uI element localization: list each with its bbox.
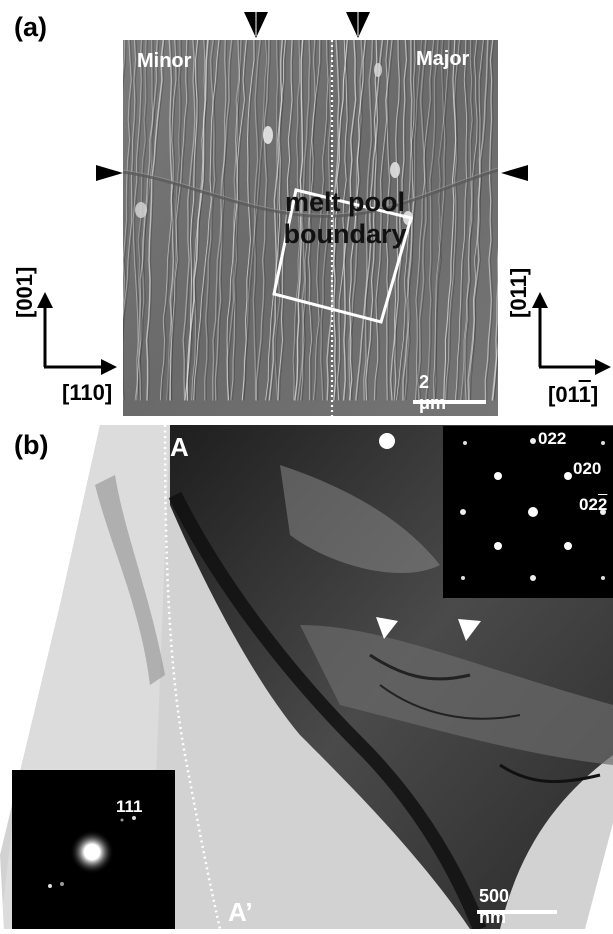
left-up-arrow-icon [37, 292, 53, 308]
marker-a-prime: A’ [228, 897, 253, 927]
left-right-arrow-icon [101, 359, 117, 375]
left-arrow-icon [96, 165, 123, 181]
panel-b-label: (b) [14, 430, 49, 460]
melt-pool-boundary-label: melt pool boundary [245, 186, 445, 250]
white-arrow-1-icon [376, 617, 398, 639]
diffraction-pattern-bottom: 111 [12, 770, 175, 929]
melt-pool-line-2: boundary [283, 219, 407, 249]
right-horizontal-suffix: ] [590, 382, 599, 407]
marker-a: A [170, 432, 189, 462]
spot-022: 022 [538, 429, 567, 448]
spot-02-2bar-prefix: 02 [579, 495, 598, 514]
minor-label: Minor [137, 50, 192, 72]
sem-texture-svg [108, 39, 515, 416]
spot-02-2bar-bar: 2 [597, 495, 608, 514]
right-horizontal-axis-label: [011] [548, 382, 598, 408]
scale-bar-b-text: 500 nm [479, 886, 510, 927]
diffraction-pattern-top: 022 020 022 [443, 426, 613, 598]
scale-bar-b-line [477, 910, 557, 914]
spot-111: 111 [116, 797, 143, 816]
left-vertical-axis-label: [001] [12, 266, 37, 318]
major-label: Major [416, 48, 470, 70]
diffraction-top-svg [460, 438, 606, 581]
white-arrow-2-icon [458, 619, 481, 641]
scale-bar-a-line [413, 400, 486, 404]
right-up-arrow-icon [532, 292, 548, 308]
right-right-arrow-icon [595, 359, 611, 375]
sem-micrograph [108, 39, 515, 416]
right-horizontal-bar: 1 [578, 382, 591, 407]
melt-pool-line-1: melt pool [285, 187, 405, 217]
right-arrow-icon [501, 165, 528, 181]
arrow-markers-svg [37, 12, 611, 375]
spot-020: 020 [573, 459, 602, 478]
diffraction-bottom-svg [48, 816, 136, 888]
panel-a-label: (a) [14, 12, 47, 42]
right-vertical-axis-label: [011] [506, 267, 531, 318]
left-horizontal-axis-label: [110] [62, 380, 113, 405]
right-horizontal-prefix: [01 [548, 382, 579, 407]
spot-02-2bar: 022 [579, 495, 607, 515]
